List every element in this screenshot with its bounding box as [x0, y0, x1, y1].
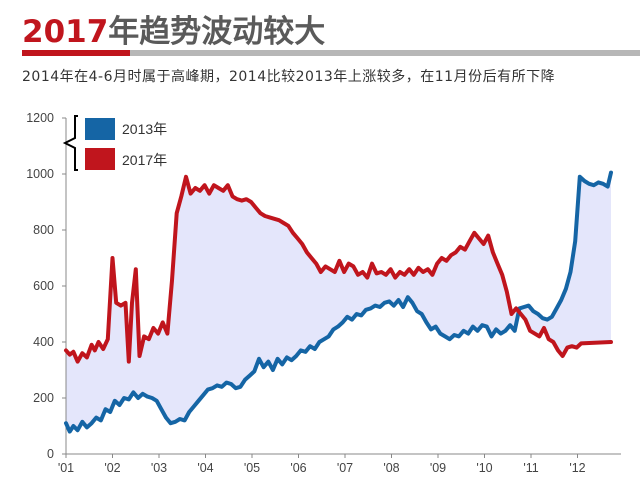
x-tick-label: '01 — [58, 461, 74, 475]
x-axis-ticks: '01 '02 '03 '04 '05 '06 '07 '08 '09 '10 '11 '12 — [58, 454, 586, 475]
fill-between-area — [66, 172, 611, 432]
x-tick-label: '11 — [523, 461, 538, 475]
legend-bracket — [62, 115, 78, 171]
between-series-fill — [66, 172, 611, 432]
title-underline-accent — [22, 50, 130, 56]
x-tick-label: '12 — [569, 461, 585, 475]
chart-legend: 2013年 2017年 — [62, 115, 167, 171]
legend-label-2013: 2013年 — [122, 121, 167, 137]
x-tick-label: '05 — [244, 461, 260, 475]
x-tick-label: '07 — [337, 461, 353, 475]
x-tick-label: '08 — [383, 461, 399, 475]
y-tick-label: 800 — [33, 223, 54, 237]
y-tick-label: 1000 — [26, 167, 54, 181]
x-tick-label: '03 — [151, 461, 167, 475]
chart-subtitle: 2014年在4-6月时属于高峰期，2014比较2013年上涨较多，在11月份后有… — [22, 69, 556, 85]
chart-title: 2017年趋势波动较大 — [22, 10, 325, 54]
title-underline — [22, 50, 640, 56]
y-tick-label: 600 — [33, 279, 54, 293]
series-lines — [64, 170, 613, 434]
chart-title-rest: 年趋势波动较大 — [108, 14, 326, 50]
title-block: 2017年趋势波动较大 — [22, 10, 325, 54]
legend-swatch-2017 — [85, 148, 115, 170]
y-tick-label: 200 — [33, 391, 54, 405]
series-line-2017 — [64, 174, 613, 364]
y-axis-ticks: 0 200 400 600 800 1000 1200 — [26, 111, 66, 461]
x-tick-label: '02 — [104, 461, 120, 475]
chart-title-accent: 2017 — [22, 14, 109, 50]
x-tick-label: '06 — [290, 461, 306, 475]
y-tick-label: 400 — [33, 335, 54, 349]
y-tick-label: 1200 — [26, 111, 54, 125]
series-line-2013 — [64, 170, 613, 434]
x-tick-label: '10 — [476, 461, 492, 475]
legend-swatch-2013 — [85, 118, 115, 140]
y-tick-label: 0 — [47, 447, 54, 461]
legend-label-2017: 2017年 — [122, 152, 167, 168]
x-tick-label: '04 — [197, 461, 213, 475]
x-tick-label: '09 — [430, 461, 446, 475]
